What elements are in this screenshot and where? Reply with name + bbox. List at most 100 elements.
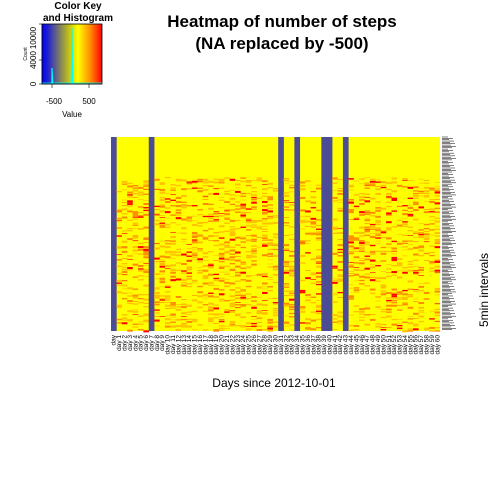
heatmap-cell <box>273 322 279 323</box>
heatmap-cell <box>316 309 322 310</box>
heatmap-cell <box>127 194 133 195</box>
heatmap-cell <box>397 299 403 300</box>
heatmap-cell <box>397 323 403 324</box>
heatmap-cell <box>133 241 139 242</box>
heatmap-cell <box>381 251 387 252</box>
heatmap-cell <box>122 216 128 218</box>
heatmap-cell <box>235 260 241 262</box>
heatmap-cell <box>170 316 176 317</box>
heatmap-cell <box>251 250 257 251</box>
heatmap-cell <box>219 321 225 322</box>
heatmap-cell <box>219 328 225 329</box>
heatmap-cell <box>311 279 317 280</box>
heatmap-cell <box>122 293 128 294</box>
heatmap-cell <box>375 207 381 208</box>
heatmap-cell <box>375 233 381 235</box>
heatmap-cell <box>300 243 306 244</box>
heatmap-cell <box>311 207 317 208</box>
heatmap-cell <box>122 258 128 259</box>
heatmap-cell <box>197 214 203 215</box>
heatmap-cell <box>284 178 290 179</box>
heatmap-cell <box>203 239 209 240</box>
heatmap-cell <box>240 272 246 274</box>
heatmap-cell <box>181 206 187 208</box>
heatmap-cell <box>370 279 376 281</box>
heatmap-cell <box>133 215 139 217</box>
heatmap-cell <box>435 304 441 305</box>
heatmap-cell <box>435 186 441 187</box>
heatmap-cell <box>408 307 414 309</box>
heatmap-cell <box>235 302 241 303</box>
heatmap-cell <box>203 196 209 197</box>
heatmap-cell <box>311 328 317 330</box>
heatmap-cell <box>348 241 354 243</box>
heatmap-cell <box>187 256 193 257</box>
heatmap-cell <box>208 309 214 311</box>
heatmap-cell <box>246 256 252 258</box>
heatmap-cell <box>170 188 176 189</box>
heatmap-cell <box>316 319 322 320</box>
heatmap-cell <box>213 305 219 306</box>
heatmap-cell <box>375 222 381 223</box>
heatmap-cell <box>165 291 171 292</box>
heatmap-cell <box>251 252 257 253</box>
heatmap-cell <box>338 193 344 195</box>
heatmap-cell <box>197 225 203 226</box>
heatmap-cell <box>402 186 408 187</box>
heatmap-cell <box>429 245 435 246</box>
heatmap-cell <box>435 202 441 204</box>
heatmap-cell <box>240 212 246 214</box>
heatmap-cell <box>364 259 370 260</box>
na-column-31 <box>278 137 284 331</box>
heatmap-cell <box>413 299 419 300</box>
na-column-39 <box>321 137 327 331</box>
heatmap-cell <box>246 328 252 330</box>
heatmap-cell <box>359 276 365 278</box>
heatmap-cell <box>208 321 214 322</box>
heatmap-cell <box>165 308 171 309</box>
heatmap-cell <box>370 319 376 321</box>
heatmap-cell <box>154 223 160 225</box>
heatmap-cell <box>305 233 311 235</box>
heatmap-cell <box>208 285 214 286</box>
heatmap-cell <box>305 252 311 253</box>
heatmap-cell <box>386 189 392 190</box>
heatmap-cell <box>348 211 354 213</box>
heatmap-cell <box>429 188 435 190</box>
heatmap-cell <box>116 218 122 219</box>
heatmap-cell <box>370 289 376 291</box>
heatmap-cell <box>402 178 408 180</box>
heatmap-cell <box>235 295 241 296</box>
heatmap-cell <box>251 256 257 258</box>
heatmap-cell <box>208 208 214 210</box>
heatmap-cell <box>208 264 214 266</box>
heatmap-cell <box>213 313 219 315</box>
heatmap-cell <box>284 217 290 218</box>
heatmap-cell <box>424 299 430 300</box>
heatmap-cell <box>213 235 219 236</box>
heatmap-cell <box>284 248 290 250</box>
heatmap-cell <box>187 252 193 253</box>
heatmap-cell <box>289 251 295 252</box>
heatmap-cell <box>133 253 139 254</box>
heatmap-cell <box>230 306 236 307</box>
heatmap-cell <box>246 221 252 223</box>
heatmap-cell <box>305 294 311 296</box>
heatmap-cell <box>116 246 122 248</box>
heatmap-cell <box>219 243 225 245</box>
heatmap-cell <box>213 330 219 332</box>
heatmap-cell <box>413 272 419 274</box>
heatmap-cell <box>240 316 246 318</box>
heatmap-cell <box>224 309 230 310</box>
heatmap-cell <box>262 273 268 275</box>
heatmap-cell <box>364 182 370 183</box>
heatmap-cell <box>300 188 306 190</box>
heatmap-cell <box>246 322 252 324</box>
heatmap-cell <box>176 270 182 271</box>
heatmap-cell <box>359 214 365 216</box>
heatmap-cell <box>424 237 430 238</box>
heatmap-cell <box>338 311 344 312</box>
heatmap-cell <box>424 231 430 232</box>
heatmap-cell <box>176 319 182 320</box>
heatmap-cell <box>273 303 279 304</box>
